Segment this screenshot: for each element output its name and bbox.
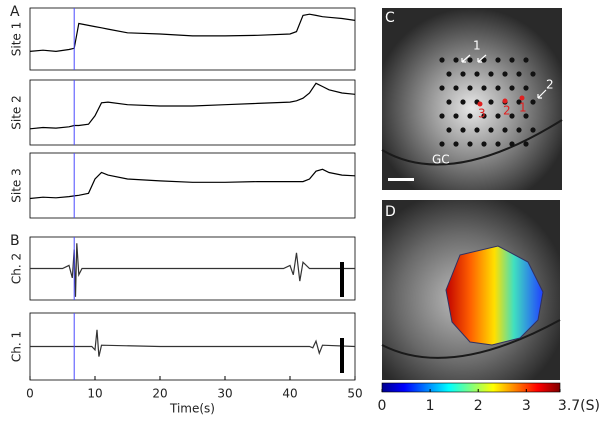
vessel: [381, 319, 561, 359]
trace: [30, 243, 355, 297]
electrode: [467, 57, 473, 63]
electrode: [530, 71, 536, 77]
annotation: 2: [503, 104, 511, 118]
electrode: [488, 127, 494, 133]
panel-label: C: [385, 10, 395, 26]
annotation: GC: [432, 153, 450, 167]
electrode: [523, 141, 529, 147]
electrode: [446, 71, 452, 77]
electrode: [481, 113, 487, 119]
x-tick-label: 0: [26, 387, 34, 401]
electrode: [530, 127, 536, 133]
electrode: [481, 85, 487, 91]
site-dot: [477, 101, 483, 107]
panel-label: B: [10, 233, 20, 249]
trace: [29, 168, 356, 200]
activation-map: [445, 245, 544, 346]
y-axis-label: Site 3: [10, 168, 24, 203]
x-tick-label: 40: [282, 387, 297, 401]
electrode: [502, 127, 508, 133]
electrode: [474, 71, 480, 77]
electrode: [495, 85, 501, 91]
plot-frame: [29, 152, 356, 219]
electrode: [523, 85, 529, 91]
vessel: [381, 119, 563, 166]
colorbar-tick-label: 0: [378, 398, 387, 414]
trace: [29, 13, 356, 53]
y-axis-label: Ch. 1: [10, 331, 24, 362]
electrode: [481, 141, 487, 147]
electrode: [460, 99, 466, 105]
scale-bar: [388, 178, 414, 181]
site-dot: [519, 95, 525, 101]
electrode: [439, 85, 445, 91]
electrode: [523, 57, 529, 63]
y-axis-label: Ch. 2: [10, 253, 24, 284]
electrode: [439, 57, 445, 63]
electrode: [502, 71, 508, 77]
image-c: C 1 2 3 2 1 GC: [381, 8, 563, 190]
electrode: [467, 141, 473, 147]
arrows: [461, 54, 547, 99]
panel-label: D: [385, 204, 396, 220]
electrode: [460, 127, 466, 133]
scale-bar: [340, 338, 344, 373]
microscope-image: [382, 8, 562, 190]
electrode: [495, 141, 501, 147]
electrode: [516, 127, 522, 133]
electrode: [474, 127, 480, 133]
electrode: [509, 141, 515, 147]
annotation: 1: [473, 39, 481, 53]
electrode: [439, 113, 445, 119]
x-tick-label: 30: [217, 387, 232, 401]
electrode: [460, 71, 466, 77]
annotation: 3: [478, 107, 486, 121]
colorbar-tick-label: 2: [474, 398, 483, 414]
electrode: [509, 85, 515, 91]
annotation: 1: [519, 101, 527, 115]
colorbar-tick-label: 3: [522, 398, 531, 414]
electrode: [453, 57, 459, 63]
electrode: [509, 57, 515, 63]
image-d: D: [381, 200, 561, 380]
electrode: [516, 99, 522, 105]
panel-label: A: [10, 4, 20, 20]
x-tick-label: 10: [87, 387, 102, 401]
electrode: [488, 71, 494, 77]
y-axis-label: Site 1: [10, 22, 24, 57]
electrode: [530, 99, 536, 105]
electrode: [467, 85, 473, 91]
electrode: [481, 57, 487, 63]
electrode: [439, 141, 445, 147]
electrode: [446, 99, 452, 105]
electrode: [467, 113, 473, 119]
trace: [29, 82, 356, 130]
electrode-grid: [439, 57, 536, 147]
trace: [30, 329, 356, 357]
electrode: [523, 113, 529, 119]
y-axis-label: Site 2: [10, 95, 24, 130]
electrode: [453, 113, 459, 119]
electrode: [516, 71, 522, 77]
x-tick-label: 50: [347, 387, 362, 401]
x-axis-label: Time(s): [169, 402, 215, 416]
colorbar-tick-label: 1: [426, 398, 435, 414]
electrode: [509, 113, 515, 119]
electrode: [453, 85, 459, 91]
site-dot: [502, 98, 508, 104]
electrode: [453, 141, 459, 147]
plot-frame: [29, 7, 356, 71]
colorbar: [381, 382, 561, 393]
colorbar-tick-label: 3.7(S): [558, 398, 600, 414]
electrode: [446, 127, 452, 133]
electrode: [495, 57, 501, 63]
plot-frame: [29, 79, 356, 146]
x-tick-label: 20: [152, 387, 167, 401]
scale-bar: [340, 262, 344, 297]
electrode: [495, 113, 501, 119]
electrode: [488, 99, 494, 105]
annotation: 2: [546, 78, 554, 92]
